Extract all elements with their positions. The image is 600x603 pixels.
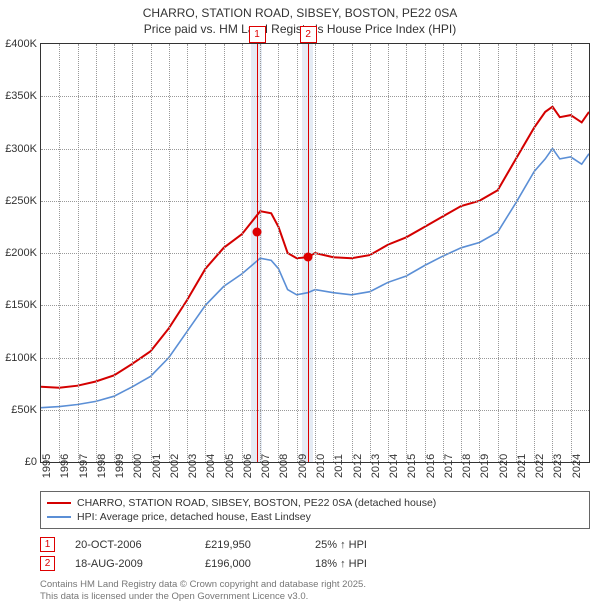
y-tick-label: £350K (5, 90, 37, 102)
sale-row-1: 1 20-OCT-2006 £219,950 25% ↑ HPI (40, 535, 590, 554)
y-tick-label: £50K (11, 404, 37, 416)
x-tick-label: 1995 (41, 454, 53, 478)
chart-area: £0£50K£100K£150K£200K£250K£300K£350K£400… (40, 43, 590, 463)
legend-label-2: HPI: Average price, detached house, East… (77, 511, 311, 523)
sale-marker-dot (252, 228, 261, 237)
x-tick-label: 2023 (552, 454, 564, 478)
sale-delta-1: 25% ↑ HPI (315, 539, 367, 551)
x-tick-label: 2021 (516, 454, 528, 478)
footer-line2: This data is licensed under the Open Gov… (40, 591, 308, 602)
x-tick-label: 2022 (534, 454, 546, 478)
x-tick-label: 2005 (224, 454, 236, 478)
x-tick-label: 2004 (205, 454, 217, 478)
y-tick-label: £200K (5, 247, 37, 259)
sale-flag-1: 1 (40, 537, 55, 552)
x-tick-label: 2008 (278, 454, 290, 478)
sale-flag-2: 2 (40, 556, 55, 571)
y-tick-label: £0 (25, 456, 37, 468)
x-tick-label: 2000 (132, 454, 144, 478)
x-tick-label: 2012 (352, 454, 364, 478)
sale-delta-2: 18% ↑ HPI (315, 558, 367, 570)
legend: CHARRO, STATION ROAD, SIBSEY, BOSTON, PE… (40, 491, 590, 529)
legend-item-1: CHARRO, STATION ROAD, SIBSEY, BOSTON, PE… (47, 496, 583, 510)
footer: Contains HM Land Registry data © Crown c… (40, 579, 590, 603)
sale-row-2: 2 18-AUG-2009 £196,000 18% ↑ HPI (40, 554, 590, 573)
x-tick-label: 2006 (242, 454, 254, 478)
sale-marker-flag: 1 (249, 26, 266, 43)
x-tick-label: 2014 (388, 454, 400, 478)
legend-swatch-1 (47, 502, 71, 504)
legend-item-2: HPI: Average price, detached house, East… (47, 510, 583, 524)
legend-swatch-2 (47, 516, 71, 518)
x-tick-label: 1999 (114, 454, 126, 478)
x-tick-label: 2010 (315, 454, 327, 478)
x-tick-label: 1996 (59, 454, 71, 478)
sale-date-1: 20-OCT-2006 (75, 539, 185, 551)
sales-table: 1 20-OCT-2006 £219,950 25% ↑ HPI 2 18-AU… (40, 535, 590, 573)
x-tick-label: 2002 (169, 454, 181, 478)
x-tick-label: 2016 (425, 454, 437, 478)
x-tick-label: 2003 (187, 454, 199, 478)
x-tick-label: 2013 (370, 454, 382, 478)
x-tick-label: 2024 (571, 454, 583, 478)
y-tick-label: £250K (5, 195, 37, 207)
x-tick-label: 1998 (96, 454, 108, 478)
y-tick-label: £150K (5, 299, 37, 311)
sale-date-2: 18-AUG-2009 (75, 558, 185, 570)
x-tick-label: 2019 (479, 454, 491, 478)
legend-label-1: CHARRO, STATION ROAD, SIBSEY, BOSTON, PE… (77, 497, 436, 509)
x-tick-label: 2011 (333, 454, 345, 478)
x-tick-label: 2007 (260, 454, 272, 478)
sale-price-2: £196,000 (205, 558, 295, 570)
y-tick-label: £400K (5, 38, 37, 50)
y-tick-label: £300K (5, 143, 37, 155)
chart-container: CHARRO, STATION ROAD, SIBSEY, BOSTON, PE… (0, 0, 600, 560)
sale-marker-dot (303, 253, 312, 262)
x-tick-label: 1997 (78, 454, 90, 478)
title-line1: CHARRO, STATION ROAD, SIBSEY, BOSTON, PE… (143, 6, 458, 20)
footer-line1: Contains HM Land Registry data © Crown c… (40, 579, 366, 590)
x-tick-label: 2017 (443, 454, 455, 478)
x-tick-label: 2015 (406, 454, 418, 478)
x-tick-label: 2020 (498, 454, 510, 478)
sale-price-1: £219,950 (205, 539, 295, 551)
sale-marker-flag: 2 (300, 26, 317, 43)
y-tick-label: £100K (5, 352, 37, 364)
x-tick-label: 2018 (461, 454, 473, 478)
x-tick-label: 2001 (151, 454, 163, 478)
